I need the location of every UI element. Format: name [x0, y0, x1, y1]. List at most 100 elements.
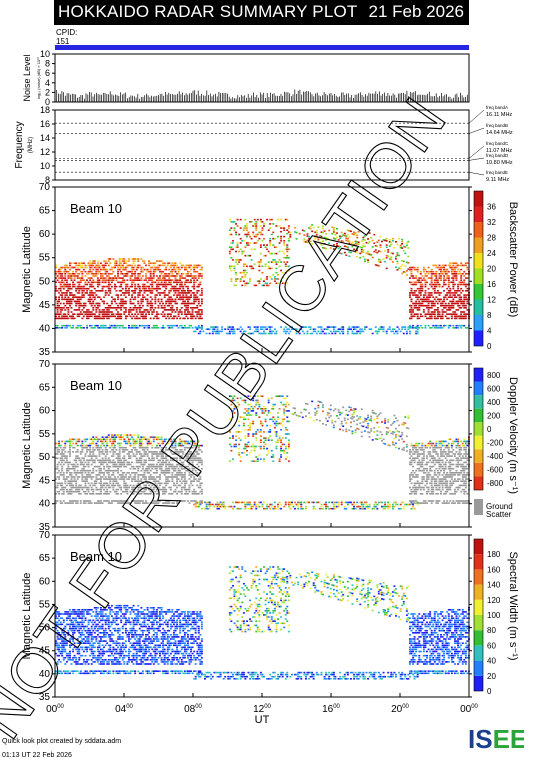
- data-cell: [171, 304, 174, 307]
- data-cell: [171, 298, 174, 301]
- data-cell: [305, 326, 307, 328]
- data-cell: [188, 486, 191, 489]
- data-cell: [137, 277, 140, 279]
- data-cell: [72, 313, 75, 315]
- data-cell: [151, 283, 154, 286]
- data-cell: [238, 420, 241, 423]
- data-cell: [244, 507, 247, 510]
- data-cell: [447, 302, 450, 305]
- data-cell: [197, 449, 200, 451]
- data-cell: [466, 266, 469, 269]
- data-cell: [146, 294, 149, 296]
- data-cell: [193, 444, 196, 447]
- data-cell: [187, 446, 189, 449]
- data-cell: [200, 290, 203, 292]
- data-cell: [89, 311, 92, 313]
- data-cell: [143, 490, 146, 493]
- data-cell: [182, 317, 185, 320]
- data-cell: [120, 307, 123, 309]
- data-cell: [165, 482, 168, 485]
- data-cell: [81, 474, 84, 476]
- data-cell: [356, 241, 359, 243]
- data-cell: [132, 478, 135, 480]
- data-cell: [138, 459, 141, 462]
- data-cell: [258, 263, 261, 265]
- data-cell: [117, 270, 120, 273]
- data-cell: [163, 472, 166, 474]
- data-cell: [228, 505, 231, 508]
- data-cell: [177, 453, 180, 455]
- data-cell: [177, 311, 180, 313]
- data-cell: [365, 258, 368, 261]
- data-cell: [73, 313, 76, 315]
- data-cell: [151, 279, 154, 281]
- data-cell: [255, 460, 258, 462]
- data-cell: [159, 283, 161, 286]
- data-cell: [256, 395, 259, 397]
- data-cell: [64, 285, 67, 288]
- data-cell: [137, 313, 140, 315]
- data-cell: [124, 300, 127, 303]
- data-cell: [137, 502, 140, 504]
- data-cell: [100, 502, 102, 504]
- data-cell: [149, 307, 152, 309]
- data-cell: [419, 324, 422, 327]
- data-cell: [264, 254, 267, 257]
- data-cell: [70, 480, 73, 482]
- data-cell: [157, 307, 160, 309]
- data-cell: [159, 275, 161, 277]
- data-cell: [188, 461, 191, 464]
- data-cell: [165, 302, 168, 305]
- data-cell: [332, 244, 335, 246]
- data-cell: [422, 298, 425, 301]
- data-cell: [154, 268, 157, 271]
- data-cell: [126, 270, 129, 273]
- data-cell: [419, 277, 422, 279]
- data-cell: [126, 292, 129, 294]
- data-cell: [447, 327, 450, 329]
- data-cell: [61, 273, 64, 275]
- data-cell: [315, 234, 318, 236]
- data-cell: [449, 304, 452, 307]
- data-cell: [194, 264, 197, 267]
- data-cell: [239, 271, 242, 274]
- data-cell: [171, 446, 174, 449]
- data-cell: [112, 463, 115, 466]
- data-cell: [135, 258, 138, 260]
- data-cell: [155, 444, 158, 447]
- data-cell: [194, 294, 197, 296]
- data-cell: [148, 440, 151, 443]
- freq-band-label: freq bandA: [486, 105, 508, 110]
- data-cell: [75, 502, 78, 504]
- data-cell: [90, 264, 93, 267]
- data-cell: [104, 294, 107, 296]
- data-cell: [193, 503, 196, 506]
- data-cell: [145, 500, 147, 502]
- data-cell: [443, 275, 446, 277]
- data-cell: [72, 285, 75, 288]
- data-cell: [255, 401, 258, 404]
- data-cell: [104, 324, 107, 327]
- data-cell: [114, 298, 116, 301]
- data-cell: [416, 287, 419, 290]
- data-cell: [78, 457, 81, 459]
- data-cell: [232, 458, 234, 460]
- data-cell: [118, 436, 121, 438]
- data-cell: [101, 463, 104, 466]
- data-cell: [65, 270, 68, 273]
- data-cell: [100, 444, 102, 447]
- data-cell: [343, 232, 346, 235]
- data-cell: [118, 307, 121, 309]
- data-cell: [78, 296, 81, 298]
- data-cell: [163, 290, 166, 292]
- data-cell: [173, 490, 175, 493]
- data-cell: [246, 443, 248, 446]
- data-cell: [121, 500, 124, 502]
- data-cell: [410, 300, 413, 303]
- data-cell: [308, 227, 311, 229]
- data-cell: [246, 410, 248, 412]
- data-cell: [174, 446, 177, 449]
- data-cell: [246, 265, 248, 268]
- data-cell: [244, 395, 247, 397]
- data-cell: [419, 273, 422, 275]
